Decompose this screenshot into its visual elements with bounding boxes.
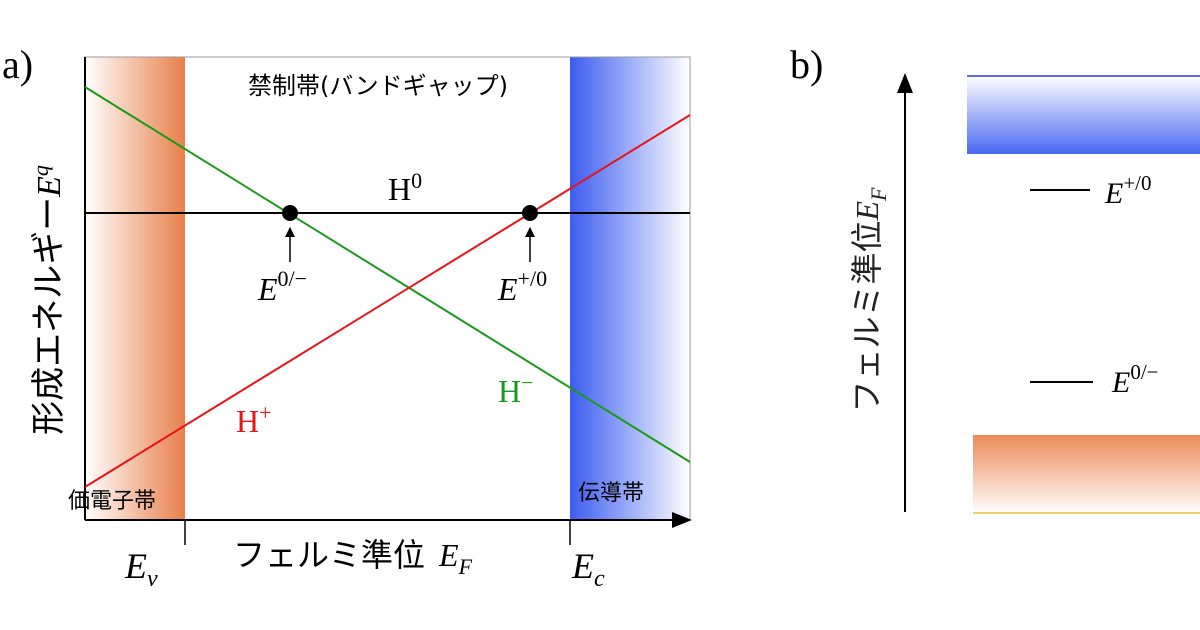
x-axis-label: フェルミ準位 EF	[233, 536, 473, 579]
text-part: E	[124, 546, 147, 586]
conduction-label: 伝導帯	[578, 481, 644, 506]
text-part: E	[1111, 366, 1130, 399]
level-label: E0/−	[257, 266, 307, 307]
transition-point	[522, 205, 538, 221]
text-part: フェルミ準位	[848, 220, 886, 412]
text-part: E	[497, 271, 518, 307]
h-minus-line	[84, 86, 691, 463]
text-part: H	[498, 373, 521, 409]
text-part: v	[147, 566, 158, 592]
text-part: +/0	[1123, 171, 1151, 195]
text-part: −	[521, 370, 533, 395]
band-gap-label: 禁制帯(バンドギャップ)	[248, 72, 508, 100]
text-part: q	[28, 165, 53, 176]
transition-point	[282, 205, 298, 221]
text-part: E	[31, 176, 68, 198]
text-part: E	[257, 271, 278, 307]
text-part: F	[866, 187, 891, 202]
valence-band	[85, 57, 185, 520]
axis-label: フェルミ準位EF	[848, 187, 891, 413]
h-plus-label: H+	[236, 400, 272, 439]
text-part: +	[259, 400, 271, 425]
panel-label: a)	[2, 42, 33, 87]
text-part: F	[458, 554, 473, 579]
valence-label: 価電子帯	[68, 489, 156, 514]
text-part: c	[594, 566, 605, 592]
ev-label: Ev	[124, 546, 158, 592]
conduction-band	[570, 57, 690, 520]
level-label: E0/−	[1111, 360, 1159, 399]
text-part: H	[388, 171, 411, 207]
text-part: E	[1104, 177, 1123, 210]
text-part: 形成エネルギー	[29, 197, 69, 435]
h-plus-line	[84, 114, 691, 488]
text-part: 0/−	[278, 266, 308, 291]
text-part: 0/−	[1130, 360, 1158, 384]
conduction-band	[967, 76, 1200, 154]
text-part: E	[571, 546, 594, 586]
text-part: E	[438, 537, 459, 573]
panel-label: b)	[790, 42, 823, 87]
h-minus-label: H−	[498, 370, 534, 409]
text-part: +/0	[518, 266, 548, 291]
valence-band	[973, 435, 1200, 513]
level-label: E+/0	[497, 266, 547, 307]
text-part: E	[849, 200, 885, 221]
level-label: E+/0	[1104, 171, 1152, 210]
text-part: 0	[411, 168, 422, 193]
text-part: H	[236, 403, 259, 439]
ec-label: Ec	[571, 546, 605, 592]
h0-label: H0	[388, 168, 422, 207]
y-axis-label: 形成エネルギーEq	[28, 165, 69, 435]
text-part: フェルミ準位	[233, 536, 425, 574]
